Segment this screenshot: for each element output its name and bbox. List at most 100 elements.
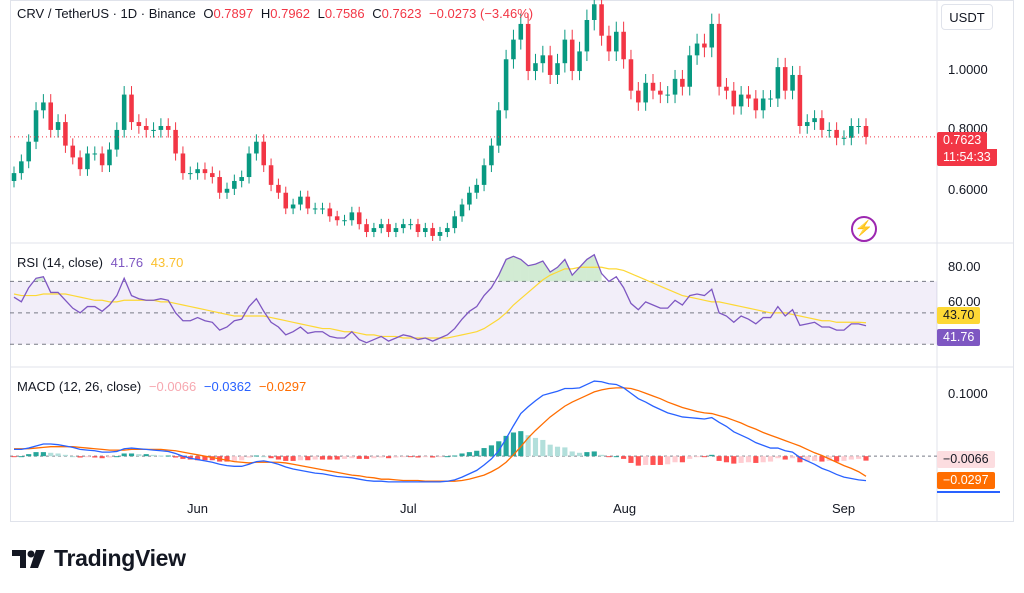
candle-body — [812, 118, 817, 123]
macd-histogram-bar — [106, 456, 113, 458]
candle-body — [467, 192, 472, 205]
macd-axis-label: 0.1000 — [948, 386, 988, 401]
macd-signal-line — [14, 387, 867, 482]
rsi-overbought-fill — [564, 259, 573, 282]
candle-body — [173, 129, 178, 154]
candle-body — [584, 20, 590, 52]
macd-histogram-bar — [665, 456, 671, 465]
candle-body — [305, 196, 311, 209]
candle-body — [143, 126, 149, 130]
macd-histogram-bar — [297, 456, 304, 461]
macd-histogram-bar — [84, 456, 91, 458]
candle-body — [85, 153, 90, 170]
macd-histogram-bar — [444, 456, 450, 458]
macd-histogram-bar — [599, 454, 605, 457]
chart-canvas[interactable] — [0, 0, 1024, 530]
macd-histogram-bar — [290, 456, 296, 461]
candle-body — [841, 137, 847, 139]
candle-body — [738, 94, 744, 107]
macd-histogram-bar — [275, 456, 281, 460]
rsi-overbought-fill — [586, 254, 595, 282]
rsi-overbought-fill — [528, 264, 536, 282]
x-axis-label: Jun — [187, 501, 208, 516]
candle-body — [320, 208, 325, 210]
macd-histogram-bar — [753, 456, 759, 463]
macd-histogram-bar — [635, 456, 641, 466]
candle-body — [393, 228, 399, 232]
candle-body — [99, 153, 105, 166]
price-axis-label: 1.0000 — [948, 62, 988, 77]
macd-histogram-bar — [341, 456, 348, 459]
candle-body — [694, 43, 700, 56]
candle-body — [290, 204, 296, 209]
candle-body — [790, 74, 795, 91]
candle-body — [680, 78, 685, 87]
candle-body — [716, 23, 722, 87]
macd-histogram-bar — [327, 456, 333, 460]
candle-body — [782, 67, 788, 91]
macd-histogram-bar — [738, 456, 744, 463]
candle-body — [378, 224, 384, 229]
candle-body — [731, 90, 737, 107]
change-value: −0.0273 (−3.46%) — [429, 6, 534, 21]
candle-body — [496, 110, 502, 146]
macd-histogram-bar — [503, 435, 509, 457]
macd-histogram-bar — [261, 456, 267, 458]
candle-body — [687, 55, 693, 87]
macd-histogram-bar — [378, 456, 384, 458]
rsi-line — [13, 253, 867, 344]
macd-histogram-bar — [173, 456, 179, 458]
rsi-overbought-fill — [572, 267, 580, 282]
macd-histogram-bar — [797, 456, 803, 463]
candle-body — [650, 82, 656, 91]
candle-body — [768, 98, 773, 100]
macd-histogram-bar — [848, 456, 854, 460]
candle-body — [540, 55, 546, 64]
lightning-icon[interactable]: ⚡ — [851, 216, 877, 242]
macd-histogram-bar — [356, 456, 362, 459]
macd-histogram-bar — [128, 453, 135, 457]
macd-histogram-bar — [775, 456, 781, 459]
candle-body — [430, 228, 435, 236]
tradingview-logo[interactable]: TradingView — [12, 545, 186, 572]
macd-title[interactable]: MACD (12, 26, close) — [17, 379, 142, 394]
macd-histogram-bar — [305, 456, 311, 461]
macd-histogram-bar — [158, 455, 164, 457]
candle-body — [77, 157, 83, 170]
rsi-overbought-fill — [506, 256, 514, 282]
candle-body — [187, 173, 193, 175]
macd-histogram-bar — [510, 432, 517, 457]
candle-body — [459, 204, 465, 217]
macd-histogram-bar — [386, 456, 392, 459]
candle-body — [408, 224, 413, 226]
rsi-title[interactable]: RSI (14, close) — [17, 255, 103, 270]
candle-body — [819, 118, 825, 130]
candle-body — [217, 177, 222, 193]
candle-body — [511, 39, 516, 60]
candle-body — [489, 145, 494, 166]
rsi-overbought-fill — [579, 259, 587, 282]
currency-button[interactable]: USDT — [941, 4, 993, 30]
candle-body — [158, 126, 164, 130]
macd-histogram-bar — [767, 456, 774, 462]
symbol-title[interactable]: CRV / TetherUS · 1D · Binance — [17, 6, 196, 21]
candle-body — [136, 122, 142, 126]
macd-histogram-bar — [488, 445, 494, 457]
candle-body — [400, 224, 406, 229]
candle-body — [151, 129, 156, 131]
macd-histogram-bar — [400, 456, 406, 458]
macd-histogram-bar — [165, 455, 171, 457]
macd-histogram-bar — [437, 456, 443, 458]
candle-body — [19, 161, 24, 174]
high-value: 0.7962 — [270, 6, 311, 21]
candle-body — [239, 177, 244, 181]
candle-body — [276, 184, 281, 193]
macd-histogram-bar — [349, 456, 355, 459]
macd-histogram-bar — [474, 450, 480, 457]
high-label: H — [260, 6, 271, 21]
candle-body — [577, 51, 582, 72]
candle-body — [665, 94, 670, 96]
macd-histogram-bar — [452, 455, 458, 457]
ohlc-header: CRV / TetherUS · 1D · Binance O0.7897 H0… — [17, 6, 537, 21]
candle-body — [364, 224, 369, 232]
